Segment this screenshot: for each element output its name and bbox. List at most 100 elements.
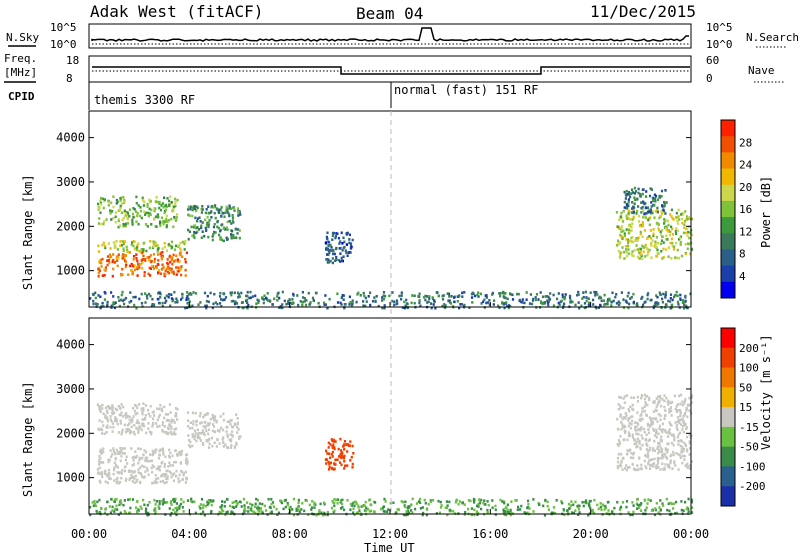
- data-cell: [141, 267, 144, 270]
- data-cell: [244, 509, 247, 513]
- data-cell: [667, 255, 670, 258]
- data-cell: [547, 295, 550, 299]
- data-cell: [441, 304, 444, 308]
- data-cell: [381, 306, 384, 310]
- data-cell: [123, 469, 127, 473]
- data-cell: [143, 210, 146, 214]
- data-cell: [543, 514, 547, 517]
- data-cell: [336, 498, 339, 501]
- data-cell: [547, 508, 550, 511]
- data-cell: [206, 503, 209, 507]
- data-cell: [179, 268, 182, 271]
- data-cell: [342, 236, 345, 240]
- data-cell: [145, 511, 148, 515]
- data-cell: [596, 293, 599, 296]
- data-cell: [198, 216, 201, 219]
- data-cell: [617, 242, 620, 245]
- data-cell: [675, 227, 678, 230]
- data-cell: [658, 456, 661, 460]
- data-cell: [219, 238, 222, 241]
- data-cell: [108, 407, 111, 410]
- data-cell: [249, 296, 252, 300]
- data-cell: [156, 418, 159, 422]
- data-cell: [276, 513, 279, 516]
- data-cell: [577, 508, 580, 511]
- data-cell: [109, 449, 112, 452]
- data-cell: [631, 254, 634, 257]
- data-cell: [100, 265, 103, 268]
- data-cell: [684, 243, 687, 246]
- data-cell: [384, 294, 387, 298]
- data-cell: [690, 498, 693, 502]
- data-cell: [674, 464, 677, 467]
- data-cell: [134, 210, 138, 213]
- data-cell: [317, 511, 321, 514]
- data-cell: [166, 475, 169, 478]
- data-cell: [664, 212, 667, 215]
- data-cell: [108, 458, 111, 462]
- data-cell: [648, 459, 651, 462]
- data-cell: [644, 401, 647, 404]
- data-cell: [588, 504, 591, 508]
- ytick-label: 3000: [56, 175, 85, 189]
- data-cell: [637, 205, 640, 208]
- data-cell: [161, 247, 164, 250]
- data-cell: [563, 513, 566, 517]
- data-cell: [206, 294, 209, 298]
- data-cell: [197, 432, 200, 435]
- data-cell: [156, 407, 159, 410]
- data-cell: [484, 294, 487, 297]
- colorbar-segment: [721, 120, 735, 137]
- data-cell: [632, 510, 635, 514]
- data-cell: [147, 422, 150, 425]
- data-cell: [657, 511, 660, 514]
- data-cell: [151, 417, 155, 420]
- data-cell: [631, 191, 634, 194]
- data-cell: [674, 256, 677, 259]
- data-cell: [297, 304, 300, 308]
- xtick-label: 12:00: [372, 527, 408, 541]
- data-cell: [649, 236, 653, 240]
- data-cell: [116, 255, 119, 259]
- data-cell: [148, 430, 151, 434]
- colorbar-segment: [721, 466, 735, 487]
- data-cell: [231, 229, 234, 233]
- data-cell: [555, 499, 558, 502]
- data-cell: [656, 206, 659, 210]
- data-cell: [342, 298, 345, 301]
- data-cell: [665, 497, 668, 501]
- data-cell: [382, 505, 386, 508]
- data-cell: [660, 239, 664, 242]
- data-cell: [161, 305, 164, 308]
- data-cell: [637, 220, 641, 223]
- data-cell: [646, 403, 649, 407]
- data-cell: [622, 229, 625, 233]
- data-cell: [211, 238, 214, 242]
- data-cell: [219, 505, 222, 509]
- data-cell: [159, 465, 162, 468]
- data-cell: [120, 476, 123, 480]
- data-cell: [177, 480, 180, 484]
- data-cell: [679, 393, 683, 397]
- data-cell: [163, 405, 166, 409]
- data-cell: [221, 223, 224, 226]
- data-cell: [159, 404, 162, 407]
- data-cell: [666, 238, 669, 241]
- data-cell: [552, 304, 555, 307]
- data-cell: [142, 248, 145, 251]
- data-cell: [135, 421, 138, 424]
- data-cell: [644, 243, 647, 247]
- data-cell: [334, 259, 337, 262]
- data-cell: [648, 216, 652, 219]
- data-cell: [120, 432, 123, 436]
- data-cell: [157, 477, 160, 480]
- data-cell: [656, 458, 660, 462]
- data-cell: [174, 506, 177, 510]
- data-cell: [515, 499, 518, 502]
- data-cell: [111, 411, 114, 414]
- data-cell: [636, 395, 639, 399]
- data-cell: [200, 226, 203, 230]
- data-cell: [656, 447, 659, 451]
- data-cell: [220, 305, 223, 308]
